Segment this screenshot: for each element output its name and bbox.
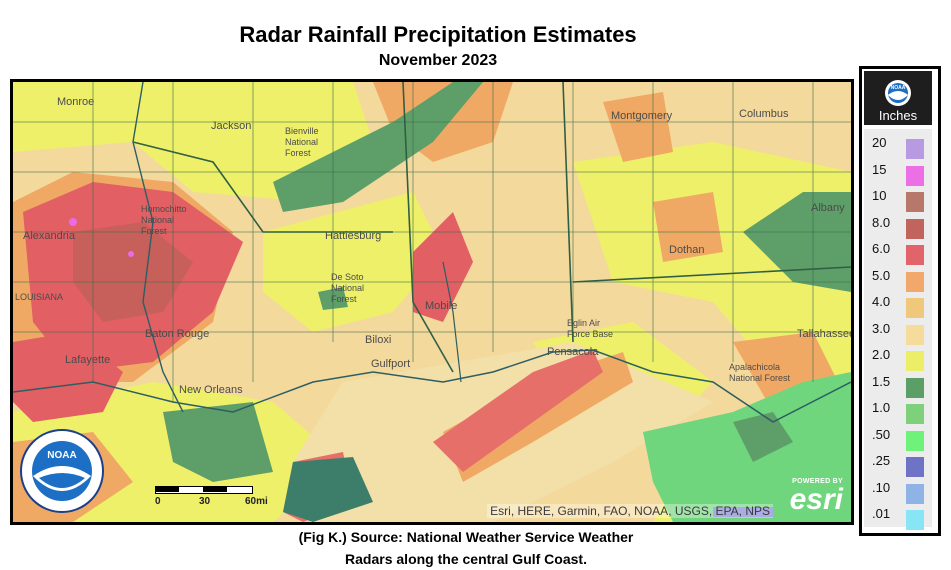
legend-swatch bbox=[906, 139, 924, 159]
legend-label: .01 bbox=[872, 506, 891, 521]
legend-swatch bbox=[906, 377, 924, 398]
place-label: Biloxi bbox=[365, 334, 392, 346]
caption-line-1: (Fig K.) Source: National Weather Servic… bbox=[298, 529, 634, 545]
legend-label: 20 bbox=[872, 135, 887, 150]
place-label: Eglin Air Force Base bbox=[567, 318, 614, 339]
legend-swatch bbox=[906, 271, 924, 292]
state-label: LOUISIANA bbox=[15, 292, 64, 302]
noaa-logo: NOAA bbox=[19, 428, 105, 514]
legend-swatch bbox=[906, 245, 924, 265]
legend-label: 6.0 bbox=[872, 241, 891, 256]
place-label: Hattiesburg bbox=[325, 230, 382, 242]
legend-label: 8.0 bbox=[872, 214, 891, 230]
place-label: Albany bbox=[811, 202, 845, 214]
noaa-label: NOAA bbox=[47, 450, 76, 461]
noaa-small-icon: NOAA bbox=[885, 80, 911, 106]
scale-bar: 0 30 60mi bbox=[155, 486, 285, 512]
place-label: Alexandria bbox=[23, 230, 75, 242]
legend-swatch bbox=[906, 218, 924, 239]
legend-swatch bbox=[906, 351, 924, 371]
place-label: Monroe bbox=[57, 96, 95, 108]
place-label: Lafayette bbox=[65, 354, 111, 366]
place-label: Gulfport bbox=[371, 358, 411, 370]
place-label: Homochitto National Forest bbox=[141, 204, 187, 236]
legend-swatch bbox=[906, 404, 924, 424]
legend-label: .10 bbox=[872, 479, 891, 495]
legend-label: .25 bbox=[872, 453, 891, 468]
esri-powered-label: POWERED BY bbox=[792, 478, 843, 485]
legend-label: 10 bbox=[872, 188, 887, 203]
legend-label: 1.0 bbox=[872, 400, 891, 415]
place-label: Jackson bbox=[211, 120, 252, 132]
legend-label: 4.0 bbox=[872, 294, 891, 309]
caption-line-2: Radars along the central Gulf Coast. bbox=[345, 551, 587, 567]
legend-label: 3.0 bbox=[872, 320, 891, 336]
precipitation-map-graphic bbox=[13, 82, 851, 522]
legend-label: 15 bbox=[872, 161, 887, 177]
place-label: Tallahassee bbox=[797, 328, 854, 340]
place-label: Dothan bbox=[669, 244, 705, 256]
place-label: Pensacola bbox=[547, 346, 599, 358]
place-label: New Orleans bbox=[179, 384, 243, 396]
scale-label: 60mi bbox=[245, 496, 268, 507]
precipitation-map[interactable]: Monroe Jackson Bienville National Forest… bbox=[10, 79, 854, 525]
place-label: De Soto National Forest bbox=[331, 272, 365, 304]
page-title: Radar Rainfall Precipitation Estimates bbox=[239, 22, 637, 47]
legend-label: 2.0 bbox=[872, 347, 891, 362]
scale-label: 0 bbox=[155, 496, 161, 507]
esri-logo: POWERED BY esri bbox=[779, 478, 843, 518]
legend-swatch bbox=[906, 430, 924, 451]
legend-swatch bbox=[906, 165, 924, 186]
scale-label: 30 bbox=[199, 496, 211, 507]
legend-logo-label: NOAA bbox=[891, 85, 906, 91]
esri-wordmark: esri bbox=[789, 483, 843, 516]
place-label: Apalachicola National Forest bbox=[729, 362, 791, 383]
figure-caption: (Fig K.) Source: National Weather Servic… bbox=[0, 526, 932, 570]
place-label: Baton Rouge bbox=[145, 328, 210, 340]
legend-label: 5.0 bbox=[872, 267, 891, 283]
place-label: Columbus bbox=[739, 108, 789, 120]
legend-scale: 20 15 10 8.0 6.0 5.0 4.0 3.0 2.0 1.5 1.0 .50 .25 .10.… bbox=[864, 129, 932, 530]
legend-swatch bbox=[906, 483, 924, 504]
legend-header: NOAA Inches bbox=[864, 71, 932, 125]
legend-label: .50 bbox=[872, 426, 891, 442]
legend-swatch bbox=[906, 298, 924, 318]
place-label: Montgomery bbox=[611, 110, 673, 122]
legend-swatch bbox=[906, 510, 924, 530]
place-label: Mobile bbox=[425, 300, 458, 312]
page-subtitle: November 2023 bbox=[378, 52, 498, 69]
legend-swatch bbox=[906, 192, 924, 212]
place-label: Bienville National Forest bbox=[285, 126, 319, 158]
legend-swatch bbox=[906, 457, 924, 477]
legend-swatch bbox=[906, 324, 924, 345]
map-attribution[interactable]: Esri, HERE, Garmin, FAO, NOAA, USGS, EPA… bbox=[487, 504, 773, 518]
legend-label: 1.5 bbox=[872, 373, 891, 389]
precipitation-legend: NOAA Inches 20 15 10 8.0 6.0 5.0 4.0 3.0 2.0 1.5 1… bbox=[859, 66, 941, 536]
legend-units: Inches bbox=[878, 108, 918, 123]
